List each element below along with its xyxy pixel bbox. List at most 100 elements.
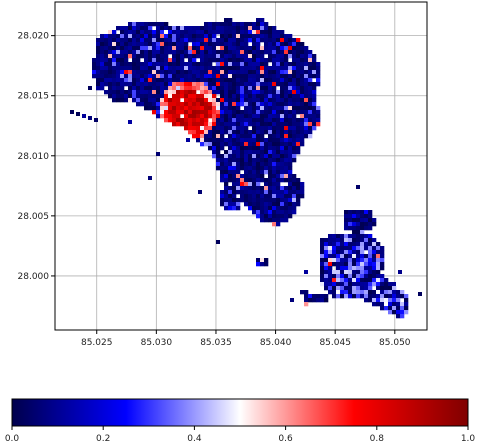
heatmap-cell [232,70,237,75]
heatmap-cell [280,114,285,119]
heatmap-cell [336,278,341,283]
heatmap-cell [388,302,393,307]
heatmap-cell [128,22,133,27]
heatmap-cell [252,146,257,151]
heatmap-cell [232,194,237,199]
heatmap-cell [288,190,293,195]
heatmap-cell [156,58,161,63]
heatmap-cell [376,302,381,307]
heatmap-cell [280,142,285,147]
heatmap-cell [284,138,289,143]
heatmap-cell [244,38,249,43]
heatmap-cell [200,98,205,103]
heatmap-cell [324,250,329,255]
heatmap-cell [276,74,281,79]
heatmap-cell [144,70,149,75]
heatmap-cell [82,114,86,118]
heatmap-cell [272,62,277,67]
heatmap-cell [296,38,301,43]
heatmap-cell [216,138,221,143]
heatmap-cell [204,34,209,39]
heatmap-cell [128,50,133,55]
heatmap-cell [276,50,281,55]
heatmap-cell [164,66,169,71]
heatmap-cell [180,122,185,127]
heatmap-cell [348,258,353,263]
heatmap-cell [236,86,241,91]
heatmap-cell [140,30,145,35]
heatmap-cell [296,50,301,55]
heatmap-cell [92,58,97,63]
heatmap-cell [340,250,345,255]
heatmap-cell [188,62,193,67]
heatmap-cell [260,94,265,99]
heatmap-cell [344,238,349,243]
heatmap-cell [292,98,297,103]
heatmap-cell [340,286,345,291]
heatmap-cell [284,74,289,79]
heatmap-cell [124,90,129,95]
heatmap-cell [200,74,205,79]
heatmap-cell [252,126,257,131]
heatmap-cell [296,198,301,203]
heatmap-cell [180,70,185,75]
heatmap-cell [128,46,133,51]
heatmap-cell [380,298,385,303]
heatmap-cell [244,102,249,107]
heatmap-cell [240,194,245,199]
heatmap-cell [240,66,245,71]
heatmap-cell [320,242,325,247]
heatmap-cell [356,210,361,215]
heatmap-cell [276,210,281,215]
heatmap-cell [216,26,221,31]
heatmap-cell [188,82,193,87]
heatmap-cell [96,86,101,91]
heatmap-cell [180,94,185,99]
heatmap-cell [300,50,305,55]
heatmap-cell [164,94,169,99]
heatmap-cell [256,258,261,263]
heatmap-cell [360,286,365,291]
heatmap-cell [268,162,273,167]
heatmap-cell [260,86,265,91]
heatmap-cell [108,70,113,75]
heatmap-cell [204,90,209,95]
heatmap-cell [356,278,361,283]
heatmap-cell [232,102,237,107]
heatmap-cell [144,74,149,79]
heatmap-cell [252,134,257,139]
heatmap-cell [272,194,277,199]
heatmap-cell [136,34,141,39]
heatmap-cell [256,78,261,83]
heatmap-cell [208,134,213,139]
heatmap-cell [88,116,92,120]
heatmap-cell [244,134,249,139]
heatmap-cell [240,126,245,131]
heatmap-cell [344,278,349,283]
heatmap-cell [136,78,141,83]
heatmap-cell [248,90,253,95]
heatmap-cell [364,254,369,259]
heatmap-cell [380,306,385,311]
heatmap-cell [256,94,261,99]
heatmap-cell [348,218,353,223]
heatmap-cell [132,30,137,35]
heatmap-cell [168,66,173,71]
heatmap-cell [236,98,241,103]
heatmap-cell [308,74,313,79]
heatmap-cell [276,110,281,115]
heatmap-cell [268,90,273,95]
heatmap-cell [272,90,277,95]
heatmap-cell [292,194,297,199]
heatmap-cell [260,90,265,95]
heatmap-cell [228,198,233,203]
heatmap-cell [368,222,373,227]
heatmap-cell [212,22,217,27]
heatmap-cell [276,46,281,51]
heatmap-cell [216,50,221,55]
heatmap-cell [308,82,313,87]
heatmap-cell [272,74,277,79]
heatmap-cell [252,110,257,115]
heatmap-cell [312,70,317,75]
heatmap-cell [116,66,121,71]
